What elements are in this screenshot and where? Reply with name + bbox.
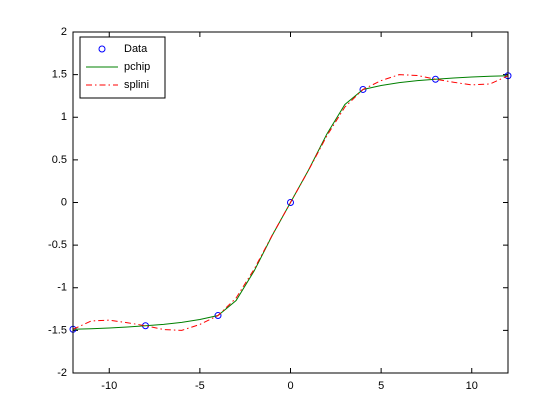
x-tick-label: 0 <box>287 380 293 392</box>
y-tick-label: 0 <box>61 196 67 208</box>
x-tick-label: -5 <box>195 380 205 392</box>
legend: Data pchip splini <box>79 36 166 99</box>
y-tick-label: 1.5 <box>52 69 67 81</box>
x-tick-label: 10 <box>466 380 478 392</box>
y-tick-label: 1 <box>61 111 67 123</box>
series-line <box>72 74 509 331</box>
legend-label: pchip <box>124 61 150 73</box>
legend-marker <box>98 45 106 53</box>
y-tick-label: 0.5 <box>52 154 67 166</box>
y-tick-label: 2 <box>61 26 67 38</box>
axes-box <box>72 31 509 374</box>
x-tick-label: 5 <box>378 380 384 392</box>
legend-label: Data <box>124 43 148 55</box>
x-tick-label: -10 <box>101 380 117 392</box>
y-tick-label: -2 <box>57 367 67 379</box>
legend-label: splini <box>124 79 149 91</box>
data-point <box>214 312 222 320</box>
data-point <box>359 85 367 93</box>
data-point <box>287 199 294 206</box>
y-tick-label: -1 <box>57 282 67 294</box>
y-tick-label: -0.5 <box>48 239 67 251</box>
y-tick-label: -1.5 <box>48 324 67 336</box>
